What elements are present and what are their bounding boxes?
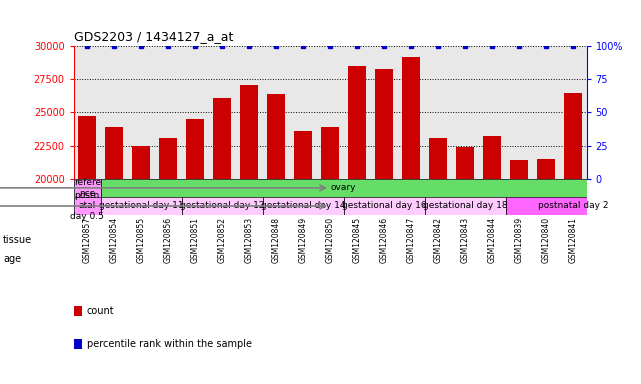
Bar — [537, 159, 555, 179]
Bar — [240, 84, 258, 179]
Bar — [263, 197, 344, 215]
Text: GSM120841: GSM120841 — [569, 217, 578, 263]
Text: GSM120848: GSM120848 — [272, 217, 281, 263]
Bar — [213, 98, 231, 179]
Bar — [510, 160, 528, 179]
Bar — [506, 197, 640, 215]
Text: GDS2203 / 1434127_a_at: GDS2203 / 1434127_a_at — [74, 30, 233, 43]
Bar — [133, 146, 150, 179]
Bar — [483, 136, 501, 179]
Text: GSM120843: GSM120843 — [461, 217, 470, 263]
Text: GSM120857: GSM120857 — [83, 217, 92, 263]
Bar — [403, 57, 420, 179]
Text: GSM120849: GSM120849 — [299, 217, 308, 263]
Text: postnatal day 2: postnatal day 2 — [538, 202, 608, 210]
Text: refere
nce: refere nce — [74, 178, 101, 198]
Bar — [187, 119, 204, 179]
Bar — [344, 197, 424, 215]
Bar — [429, 138, 447, 179]
Bar — [376, 69, 393, 179]
Bar — [101, 197, 181, 215]
Text: gestational day 14: gestational day 14 — [261, 202, 345, 210]
Text: GSM120844: GSM120844 — [488, 217, 497, 263]
Bar — [348, 66, 366, 179]
Text: GSM120854: GSM120854 — [110, 217, 119, 263]
Bar — [456, 147, 474, 179]
Text: GSM120850: GSM120850 — [326, 217, 335, 263]
Text: gestational day 18: gestational day 18 — [423, 202, 508, 210]
Text: GSM120845: GSM120845 — [353, 217, 362, 263]
Bar — [105, 127, 123, 179]
Bar — [424, 197, 506, 215]
Bar — [160, 138, 177, 179]
Text: count: count — [87, 306, 114, 316]
Text: GSM120851: GSM120851 — [190, 217, 199, 263]
Bar — [267, 94, 285, 179]
Text: age: age — [3, 254, 21, 264]
Bar — [294, 131, 312, 179]
Text: gestational day 12: gestational day 12 — [180, 202, 264, 210]
Text: GSM120842: GSM120842 — [433, 217, 442, 263]
Bar — [321, 127, 339, 179]
Text: GSM120856: GSM120856 — [163, 217, 172, 263]
Bar — [78, 116, 96, 179]
Bar — [74, 179, 101, 197]
Text: GSM120852: GSM120852 — [218, 217, 227, 263]
Text: GSM120847: GSM120847 — [406, 217, 415, 263]
Text: GSM120846: GSM120846 — [379, 217, 388, 263]
Text: postn
atal
day 0.5: postn atal day 0.5 — [71, 191, 104, 221]
Text: GSM120853: GSM120853 — [245, 217, 254, 263]
Text: GSM120839: GSM120839 — [515, 217, 524, 263]
Bar — [564, 93, 582, 179]
Text: GSM120855: GSM120855 — [137, 217, 146, 263]
Text: gestational day 16: gestational day 16 — [342, 202, 426, 210]
Text: GSM120840: GSM120840 — [542, 217, 551, 263]
Bar — [181, 197, 263, 215]
Text: ovary: ovary — [331, 184, 356, 192]
Text: gestational day 11: gestational day 11 — [99, 202, 183, 210]
Text: tissue: tissue — [3, 235, 32, 245]
Text: percentile rank within the sample: percentile rank within the sample — [87, 339, 251, 349]
Bar — [74, 197, 101, 215]
